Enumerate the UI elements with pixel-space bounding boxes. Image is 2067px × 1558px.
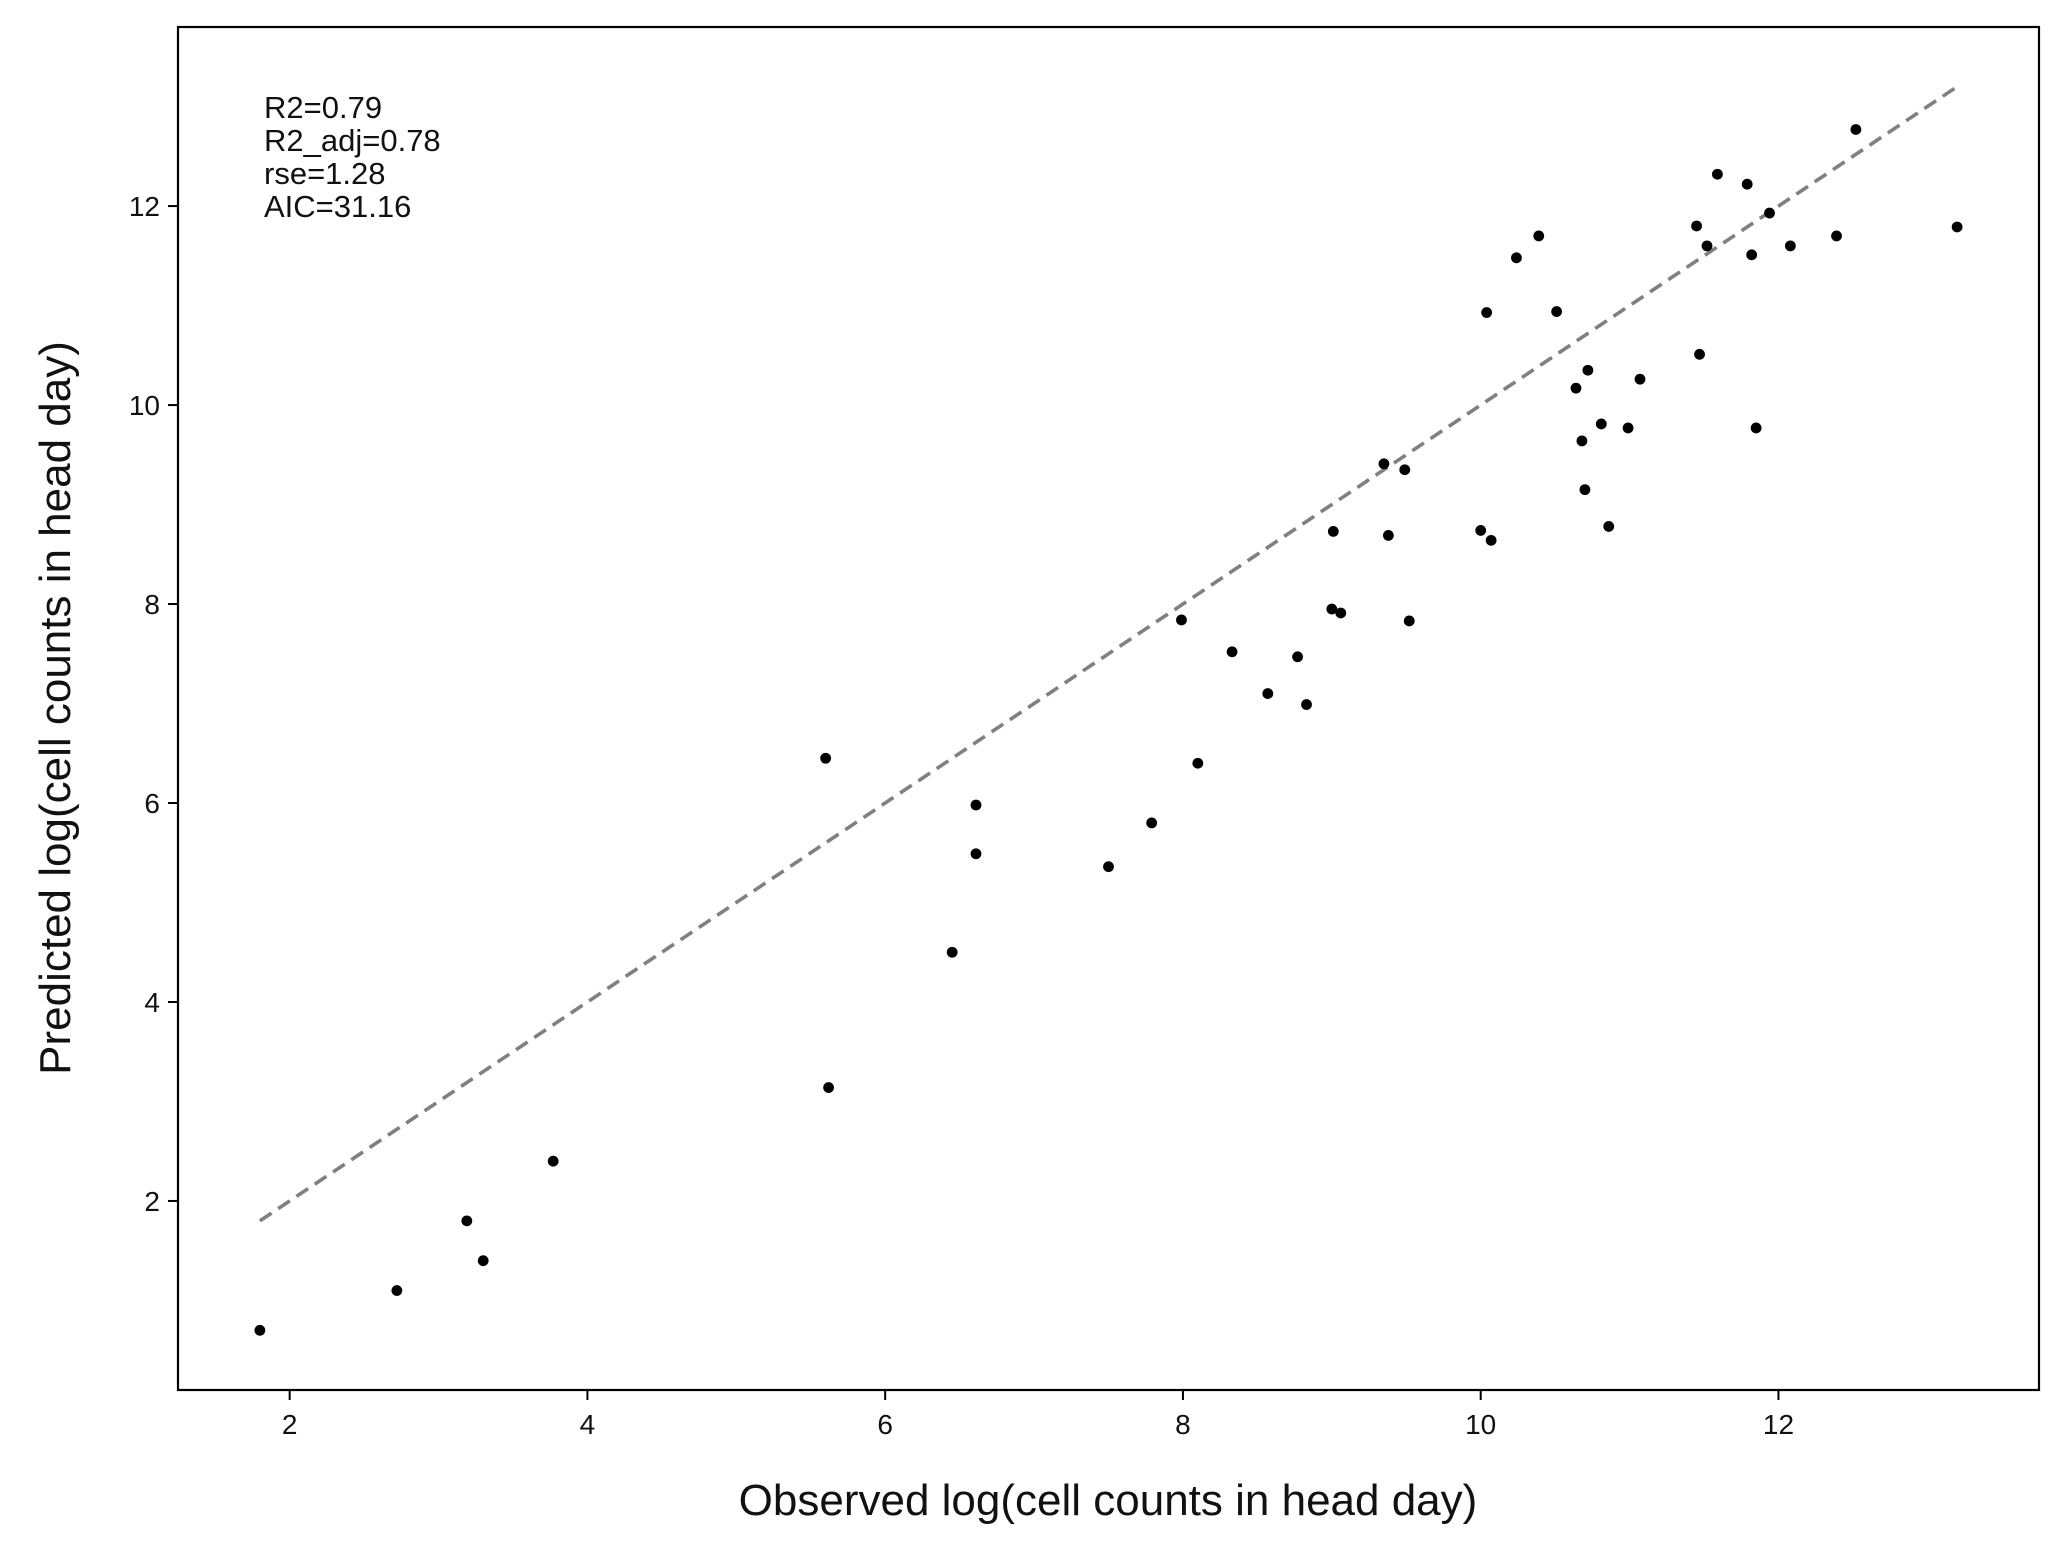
data-point-46	[1764, 207, 1775, 219]
data-point-26	[1485, 534, 1497, 546]
data-point-11	[1146, 817, 1158, 829]
data-point-39	[1691, 220, 1702, 232]
y-tick-label: 10	[129, 390, 160, 421]
data-point-14	[1226, 646, 1238, 658]
stat-line-1: R2_adj=0.78	[264, 123, 441, 158]
data-point-15	[1262, 688, 1274, 699]
data-point-31	[1570, 382, 1582, 394]
data-point-0	[254, 1324, 266, 1336]
data-point-45	[1750, 422, 1762, 434]
data-point-12	[1176, 614, 1187, 626]
data-point-6	[823, 1082, 835, 1093]
data-point-19	[1335, 607, 1347, 619]
y-tick-label: 12	[129, 191, 160, 222]
y-tick-label: 8	[144, 589, 160, 620]
data-point-28	[1511, 252, 1522, 264]
data-point-47	[1784, 240, 1796, 252]
data-point-27	[1481, 307, 1493, 318]
y-tick-label: 2	[144, 1186, 160, 1217]
data-point-5	[820, 752, 832, 764]
stat-line-3: AIC=31.16	[264, 189, 411, 224]
data-point-50	[1951, 221, 1963, 233]
x-axis-title: Observed log(cell counts in head day)	[739, 1476, 1478, 1525]
x-tick-label: 2	[282, 1409, 298, 1440]
y-tick-label: 6	[144, 788, 160, 819]
data-point-34	[1582, 364, 1594, 376]
reference-line	[258, 85, 1959, 1223]
axes: 2 4 6 8 10 12 2 4 6 8 10 12	[129, 191, 1794, 1440]
data-point-36	[1603, 521, 1615, 532]
data-point-20	[1327, 526, 1339, 537]
y-axis-title: Predicted log(cell counts in head day)	[31, 341, 80, 1075]
data-point-10	[1103, 861, 1114, 873]
data-point-35	[1595, 418, 1607, 430]
data-point-24	[1403, 615, 1415, 627]
data-point-13	[1192, 757, 1204, 769]
x-tick-label: 10	[1465, 1409, 1496, 1440]
data-point-8	[970, 799, 982, 811]
data-point-18	[1326, 603, 1338, 615]
y-tick-label: 4	[144, 987, 160, 1018]
stat-line-0: R2=0.79	[264, 90, 382, 125]
data-point-23	[1399, 464, 1411, 476]
x-tick-label: 12	[1763, 1409, 1794, 1440]
x-tick-label: 4	[580, 1409, 596, 1440]
data-point-44	[1746, 249, 1758, 261]
data-point-25	[1475, 525, 1487, 536]
data-point-40	[1694, 348, 1705, 360]
data-point-17	[1301, 699, 1312, 710]
data-point-32	[1576, 435, 1588, 447]
data-point-30	[1551, 306, 1563, 317]
data-point-37	[1622, 422, 1634, 434]
data-point-21	[1378, 458, 1390, 470]
data-point-29	[1533, 230, 1545, 242]
x-tick-label: 6	[877, 1409, 893, 1440]
stat-line-2: rse=1.28	[264, 156, 386, 191]
data-point-43	[1741, 178, 1753, 190]
data-point-3	[477, 1255, 489, 1267]
data-point-16	[1292, 651, 1303, 663]
data-point-4	[547, 1155, 559, 1167]
data-point-9	[970, 848, 982, 860]
data-point-49	[1850, 124, 1862, 135]
x-tick-label: 8	[1175, 1409, 1191, 1440]
data-point-7	[946, 946, 958, 958]
data-point-38	[1634, 373, 1646, 385]
data-point-22	[1382, 529, 1394, 541]
data-point-48	[1831, 230, 1842, 242]
plot-frame	[176, 25, 2041, 1392]
plot-area	[254, 85, 1963, 1336]
data-point-42	[1712, 168, 1723, 180]
data-point-1	[391, 1285, 403, 1296]
data-point-41	[1701, 240, 1713, 252]
data-point-33	[1579, 484, 1591, 496]
data-point-2	[461, 1215, 473, 1227]
